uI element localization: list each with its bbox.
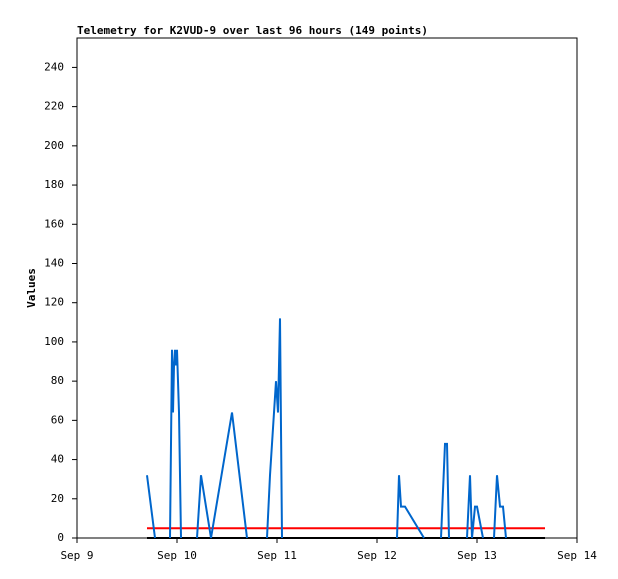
y-tick-label: 40 bbox=[51, 453, 64, 466]
x-tick-label: Sep 10 bbox=[157, 549, 197, 562]
y-tick-label: 180 bbox=[44, 178, 64, 191]
y-tick-label: 100 bbox=[44, 335, 64, 348]
y-tick-label: 140 bbox=[44, 256, 64, 269]
x-tick-label: Sep 14 bbox=[557, 549, 597, 562]
y-tick-label: 120 bbox=[44, 296, 64, 309]
y-tick-label: 60 bbox=[51, 413, 64, 426]
y-tick-label: 160 bbox=[44, 217, 64, 230]
y-tick-label: 240 bbox=[44, 60, 64, 73]
y-tick-label: 220 bbox=[44, 100, 64, 113]
series-line bbox=[146, 318, 507, 539]
chart-title: Telemetry for K2VUD-9 over last 96 hours… bbox=[77, 24, 428, 37]
y-axis-label: Values bbox=[25, 268, 38, 308]
y-tick-label: 20 bbox=[51, 492, 64, 505]
y-tick-label: 80 bbox=[51, 374, 64, 387]
y-tick-label: 0 bbox=[57, 531, 64, 544]
x-tick-label: Sep 12 bbox=[357, 549, 397, 562]
plot-frame bbox=[76, 37, 578, 539]
x-tick-label: Sep 11 bbox=[257, 549, 297, 562]
x-tick-label: Sep 13 bbox=[457, 549, 497, 562]
x-tick-label: Sep 9 bbox=[60, 549, 93, 562]
y-tick-label: 200 bbox=[44, 139, 64, 152]
